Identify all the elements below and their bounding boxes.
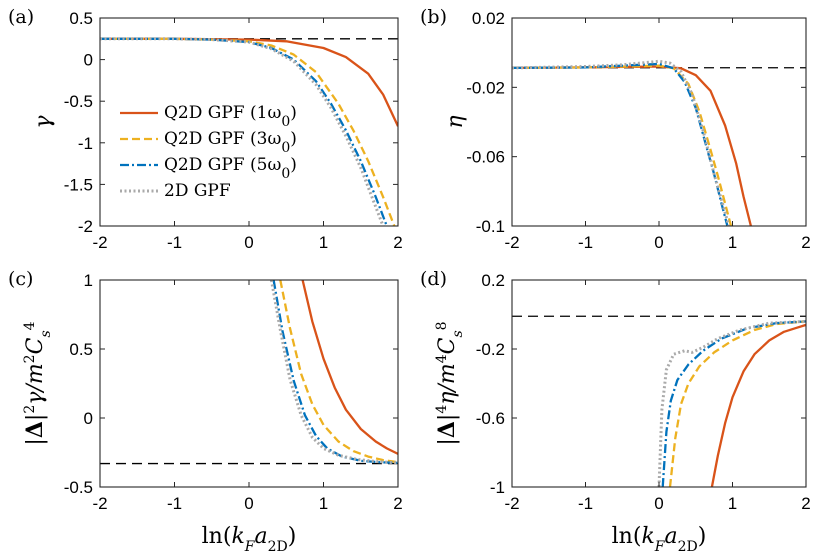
y-tick-label: -0.2 xyxy=(476,340,505,359)
panel-d: -2 -1 0 1 20.2-0.2-0.6-1(d)|Δ|4η/m4Cs8ln(kFa… xyxy=(420,268,811,555)
x-tick-label: -2 xyxy=(92,494,107,513)
y-tick-label: -2 xyxy=(78,217,93,236)
x-tick-label: -2 xyxy=(92,233,107,252)
axes-box xyxy=(511,279,807,488)
series-line-q2d_1 xyxy=(710,323,806,487)
x-tick-label: 0 xyxy=(244,233,253,252)
x-tick-label: -1 xyxy=(578,233,593,252)
y-tick-label: -0.06 xyxy=(466,148,505,167)
x-axis-label: ln(kFa2D) xyxy=(612,524,707,555)
series-line-gpf2d xyxy=(100,37,385,226)
x-tick-label: 1 xyxy=(319,494,328,513)
x-tick-label: 2 xyxy=(393,233,402,252)
x-tick-label: 2 xyxy=(801,233,810,252)
x-tick-label: 1 xyxy=(728,233,737,252)
x-tick-label: -1 xyxy=(167,233,182,252)
y-tick-label: 0 xyxy=(84,51,93,70)
panel-label: (c) xyxy=(8,268,33,290)
x-tick-label: -2 xyxy=(504,494,519,513)
x-tick-label: 1 xyxy=(728,494,737,513)
axes-box xyxy=(511,17,807,227)
y-axis-label: η xyxy=(443,115,468,128)
y-axis-label: |Δ|2γ/m2Cs4 xyxy=(22,321,54,445)
y-axis-label: γ xyxy=(31,115,56,129)
x-tick-label: 2 xyxy=(393,494,402,513)
series-line-q2d_5 xyxy=(512,62,729,226)
y-tick-label: 0.5 xyxy=(69,340,93,359)
x-tick-label: -1 xyxy=(578,494,593,513)
y-tick-label: -1 xyxy=(78,134,93,153)
series-line-q2d_3 xyxy=(100,37,396,226)
y-tick-label: 0.02 xyxy=(472,9,505,28)
legend: Q2D GPF (1ω0)Q2D GPF (3ω0)Q2D GPF (5ω0)2… xyxy=(120,103,297,201)
panel-label: (b) xyxy=(420,6,447,28)
x-axis-label: ln(kFa2D) xyxy=(202,524,297,555)
y-tick-label: -0.1 xyxy=(476,217,505,236)
panel-b: -2 -1 0 1 2 0.02 -0.02 -0.06 -0.1 (b) η xyxy=(420,6,811,252)
x-tick-label: 0 xyxy=(654,494,663,513)
y-tick-label: -1 xyxy=(490,478,505,497)
series-line-q2d_3 xyxy=(668,320,806,487)
legend-entry: 2D GPF xyxy=(164,181,231,201)
x-tick-label: -1 xyxy=(167,494,182,513)
axes-box xyxy=(99,279,399,488)
series-line-q2d_3 xyxy=(512,64,733,226)
y-tick-label: -1.5 xyxy=(64,175,93,194)
y-tick-label: 1 xyxy=(84,271,93,290)
series-line-q2d_3 xyxy=(279,280,398,464)
series-line-q2d_5 xyxy=(100,37,388,226)
y-tick-label: 0.2 xyxy=(481,271,505,290)
x-tick-label: 1 xyxy=(319,233,328,252)
panel-c: -2 -1 0 1 2 1 0.5 0 -0.5 (c) |Δ|2γ/m2Cs4 ln(kFa2D) xyxy=(8,268,403,555)
panel-label: (d) xyxy=(420,268,447,290)
series-line-q2d_5 xyxy=(272,280,398,465)
y-tick-label: -0.5 xyxy=(64,478,93,497)
series-line-q2d_5 xyxy=(661,320,806,487)
series-line-gpf2d xyxy=(512,59,731,226)
series-line-gpf2d xyxy=(657,319,806,487)
panel-label: (a) xyxy=(8,6,34,28)
x-tick-label: -2 xyxy=(504,233,519,252)
series-line-q2d_1 xyxy=(512,65,753,226)
y-tick-label: 0 xyxy=(84,409,93,428)
y-axis-label: |Δ|4η/m4Cs8 xyxy=(434,321,466,445)
x-tick-label: 0 xyxy=(244,494,253,513)
panel-a: -2 -1 0 1 2 0.5 0 -0.5 -1 -1.5 -2 (a) γ Q2D GPF (1ω0)… xyxy=(8,6,403,252)
x-tick-label: 2 xyxy=(801,494,810,513)
y-tick-label: 0.5 xyxy=(69,9,93,28)
y-tick-label: -0.02 xyxy=(466,78,505,97)
legend-entry: Q2D GPF (3ω0) xyxy=(164,129,297,156)
x-tick-label: 0 xyxy=(654,233,663,252)
legend-entry: Q2D GPF (5ω0) xyxy=(164,155,297,182)
y-tick-label: -0.5 xyxy=(64,92,93,111)
legend-entry: Q2D GPF (1ω0) xyxy=(164,103,297,130)
series-line-gpf2d xyxy=(269,280,398,465)
series-line-q2d_1 xyxy=(301,280,398,455)
y-tick-label: -0.6 xyxy=(476,409,505,428)
